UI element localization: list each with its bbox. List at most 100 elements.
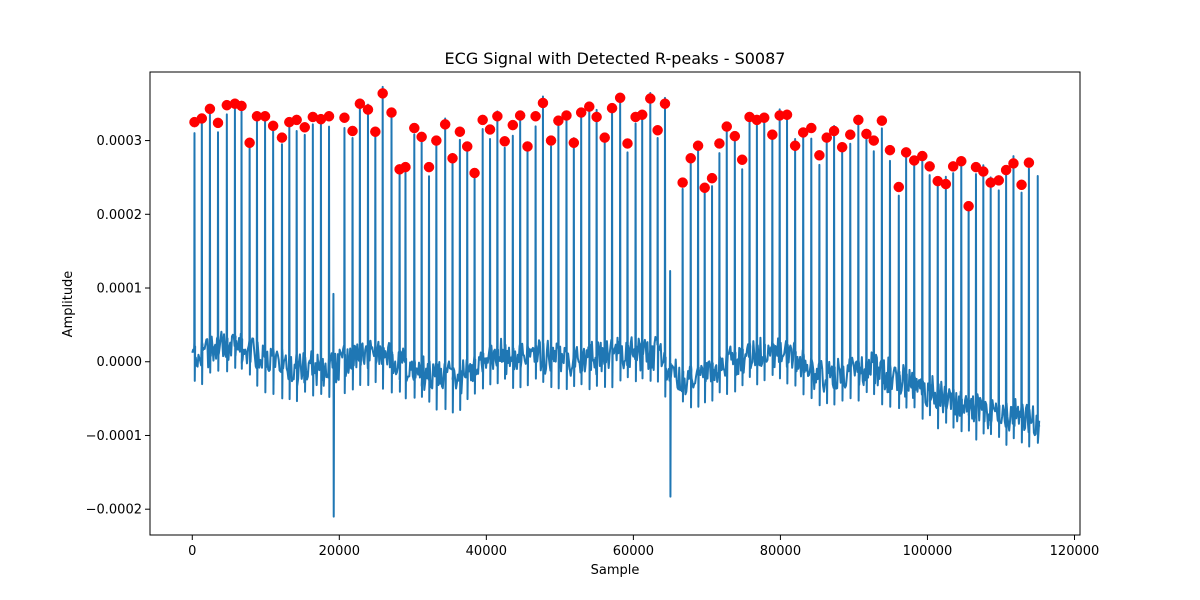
rpeak-marker — [431, 135, 442, 146]
x-axis-title: Sample — [591, 563, 640, 578]
rpeak-marker — [978, 166, 989, 177]
rpeak-marker — [940, 178, 952, 190]
rpeak-marker — [568, 137, 580, 149]
rpeak-marker — [362, 104, 374, 115]
rpeak-marker — [993, 175, 1005, 186]
rpeak-marker — [884, 144, 896, 156]
rpeak-marker — [861, 128, 872, 140]
rpeak-marker — [492, 110, 503, 122]
rpeak-marker — [377, 88, 388, 99]
rpeak-marker — [821, 132, 832, 143]
rpeak-marker — [370, 126, 381, 137]
rpeak-marker — [584, 101, 595, 112]
rpeak-marker — [545, 135, 557, 146]
rpeak-marker — [267, 120, 279, 132]
rpeak-marker — [606, 102, 618, 114]
rpeak-marker — [447, 153, 458, 164]
y-axis-title: Amplitude — [61, 271, 76, 338]
rpeak-marker — [454, 126, 466, 137]
x-tick-label: 0 — [188, 544, 196, 559]
x-tick-label: 60000 — [613, 544, 654, 559]
rpeak-marker — [917, 150, 928, 162]
rpeak-marker — [276, 132, 288, 143]
rpeak-marker — [591, 111, 602, 123]
rpeak-marker — [645, 93, 656, 104]
rpeak-marker — [1023, 157, 1035, 168]
rpeak-marker — [758, 112, 770, 123]
rpeak-marker — [400, 161, 411, 173]
rpeak-marker — [339, 112, 350, 123]
rpeak-marker — [789, 140, 801, 151]
rpeak-marker — [806, 122, 817, 134]
rpeak-marker — [814, 150, 825, 161]
rpeak-marker — [1016, 179, 1027, 191]
rpeak-marker — [461, 141, 473, 152]
rpeak-marker — [469, 167, 480, 179]
rpeak-marker — [386, 107, 397, 118]
y-tick-label: 0.0003 — [97, 134, 143, 149]
rpeak-marker — [706, 172, 718, 184]
rpeak-marker — [781, 109, 793, 121]
rpeak-marker — [836, 141, 848, 153]
rpeak-marker — [522, 141, 533, 152]
rpeak-marker — [924, 161, 935, 172]
rpeak-marker — [828, 125, 840, 137]
x-axis: 0 20000 40000 60000 80000 100000 120000 — [188, 535, 1099, 559]
chart-title: ECG Signal with Detected R-peaks - S0087 — [445, 49, 786, 68]
rpeak-marker — [244, 137, 255, 149]
rpeak-marker — [947, 161, 959, 172]
plot-frame — [149, 71, 1081, 536]
rpeak-marker — [354, 98, 366, 109]
rpeak-marker — [477, 114, 488, 126]
rpeak-marker — [236, 100, 247, 112]
rpeak-marker — [196, 113, 208, 124]
x-tick-label: 80000 — [760, 544, 801, 559]
rpeak-marker — [614, 92, 626, 104]
rpeak-marker — [575, 107, 587, 118]
rpeak-marker — [721, 121, 732, 132]
rpeak-marker — [659, 98, 671, 109]
rpeak-marker — [212, 117, 224, 129]
rpeak-marker — [507, 119, 519, 131]
rpeak-marker — [677, 177, 688, 188]
y-tick-label: −0.0001 — [86, 429, 142, 444]
x-tick-label: 20000 — [319, 544, 360, 559]
y-tick-label: 0.0001 — [97, 282, 143, 297]
x-tick-label: 100000 — [903, 544, 953, 559]
rpeak-marker — [714, 138, 725, 149]
rpeak-marker — [963, 200, 974, 212]
rpeak-marker — [416, 131, 427, 143]
rpeak-marker — [845, 129, 856, 140]
rpeak-marker — [868, 135, 880, 146]
rpeak-marker — [530, 110, 541, 122]
ecg-signal-series — [191, 85, 1041, 518]
rpeak-marker — [900, 147, 912, 158]
rpeak-marker — [553, 115, 564, 126]
rpeak-marker — [876, 115, 888, 126]
rpeak-marker — [956, 155, 967, 167]
rpeak-marker — [514, 110, 526, 121]
rpeak-marker — [439, 119, 451, 130]
rpeak-marker — [484, 124, 496, 135]
rpeak-marker — [692, 140, 704, 151]
rpeak-marker — [853, 114, 864, 126]
x-tick-label: 120000 — [1050, 544, 1100, 559]
y-axis: −0.0002 −0.0001 0.0000 0.0001 0.0002 0.0003 — [86, 134, 150, 518]
rpeak-marker — [1008, 158, 1019, 169]
rpeak-marker — [636, 109, 648, 121]
rpeak-marker — [893, 181, 905, 193]
rpeak-marker — [767, 129, 778, 140]
rpeak-marker — [797, 127, 809, 138]
rpeak-marker — [291, 114, 302, 126]
rpeak-marker — [347, 125, 358, 137]
y-tick-label: −0.0002 — [86, 503, 142, 518]
rpeak-marker — [699, 182, 710, 193]
y-tick-label: 0.0000 — [97, 355, 143, 370]
rpeak-marker — [299, 122, 310, 133]
rpeak-marker — [622, 138, 633, 149]
rpeak-marker — [599, 132, 610, 143]
rpeak-marker — [908, 155, 920, 166]
rpeak-marker — [323, 110, 335, 122]
